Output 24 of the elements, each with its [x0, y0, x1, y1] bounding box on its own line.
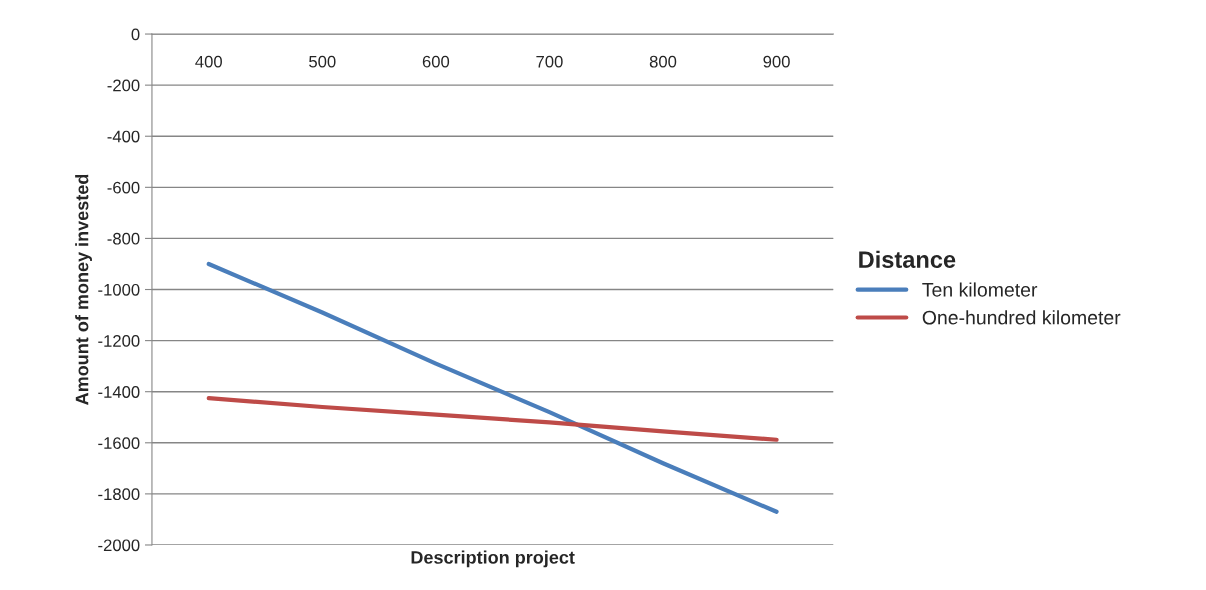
y-tick-label: -800: [107, 232, 140, 245]
y-tick-label: -600: [107, 181, 140, 194]
y-tick-label: -1000: [98, 283, 140, 296]
legend-label: Ten kilometer: [922, 282, 1038, 297]
x-tick-label: 700: [536, 55, 563, 68]
y-tick-label: -1400: [98, 386, 140, 398]
x-tick-label: 400: [195, 55, 222, 68]
line-series: [206, 396, 779, 442]
y-tick-label: -2000: [98, 539, 140, 552]
y-tick-label: -400: [107, 130, 140, 143]
y-axis-title: Amount of money invested: [75, 174, 92, 405]
y-tick-label: -200: [107, 79, 140, 92]
x-axis-title: Description project: [411, 550, 575, 568]
line-series: [206, 261, 779, 514]
y-tick-label: -1200: [98, 335, 140, 347]
y-tick-label: -1600: [98, 437, 140, 449]
x-tick-label: 900: [763, 55, 790, 68]
x-tick-label: 600: [422, 55, 450, 68]
legend-title: Distance: [859, 250, 956, 268]
legend-label: One-hundred kilometer: [922, 310, 1121, 325]
y-tick-label: -1800: [98, 488, 140, 501]
y-tick-label: 0: [131, 28, 140, 41]
x-tick-label: 500: [309, 55, 336, 68]
x-tick-label: 800: [649, 55, 677, 68]
